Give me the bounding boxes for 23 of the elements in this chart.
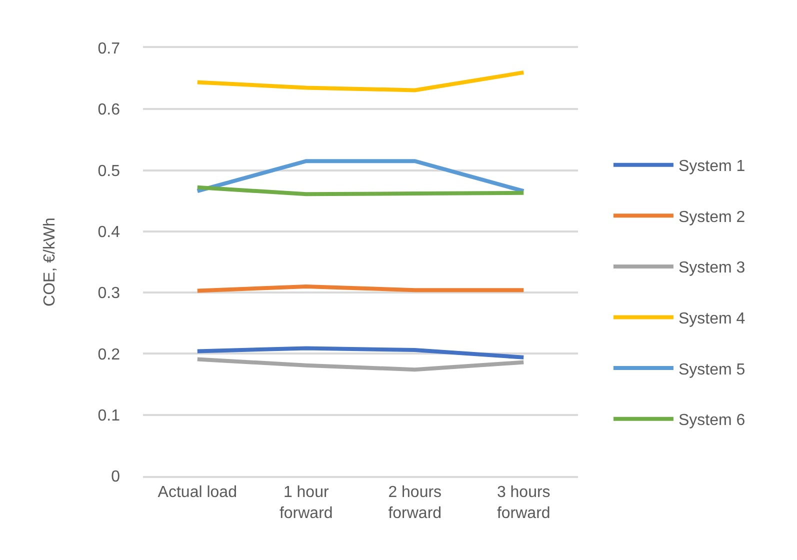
x-tick-label: 3 hours forward — [496, 484, 550, 522]
legend-label: System 5 — [678, 361, 746, 378]
y-tick-label: 0.4 — [98, 224, 120, 242]
y-tick-label: 0.5 — [98, 162, 120, 180]
x-tick-label: Actual load — [158, 484, 237, 501]
y-axis-title: COE, €/kWh — [42, 218, 59, 306]
legend-label: System 6 — [678, 412, 746, 430]
y-tick-label: 0 — [111, 468, 120, 486]
x-tick-label: 2 hours forward — [388, 484, 442, 522]
y-tick-label: 0.7 — [98, 40, 120, 58]
y-tick-label: 0.2 — [98, 346, 120, 364]
y-tick-label: 0.3 — [98, 285, 120, 302]
line-series — [195, 185, 526, 196]
legend-label: System 2 — [678, 208, 746, 226]
line-series — [195, 70, 526, 92]
line-series — [195, 346, 526, 360]
legend-label: System 4 — [678, 310, 746, 328]
legend-label: System 3 — [678, 260, 746, 277]
line-series — [195, 357, 526, 372]
y-tick-label: 0.1 — [98, 407, 120, 424]
x-tick-label: 1 hour forward — [279, 484, 333, 522]
legend-label: System 1 — [678, 158, 746, 176]
y-tick-label: 0.6 — [98, 102, 120, 119]
